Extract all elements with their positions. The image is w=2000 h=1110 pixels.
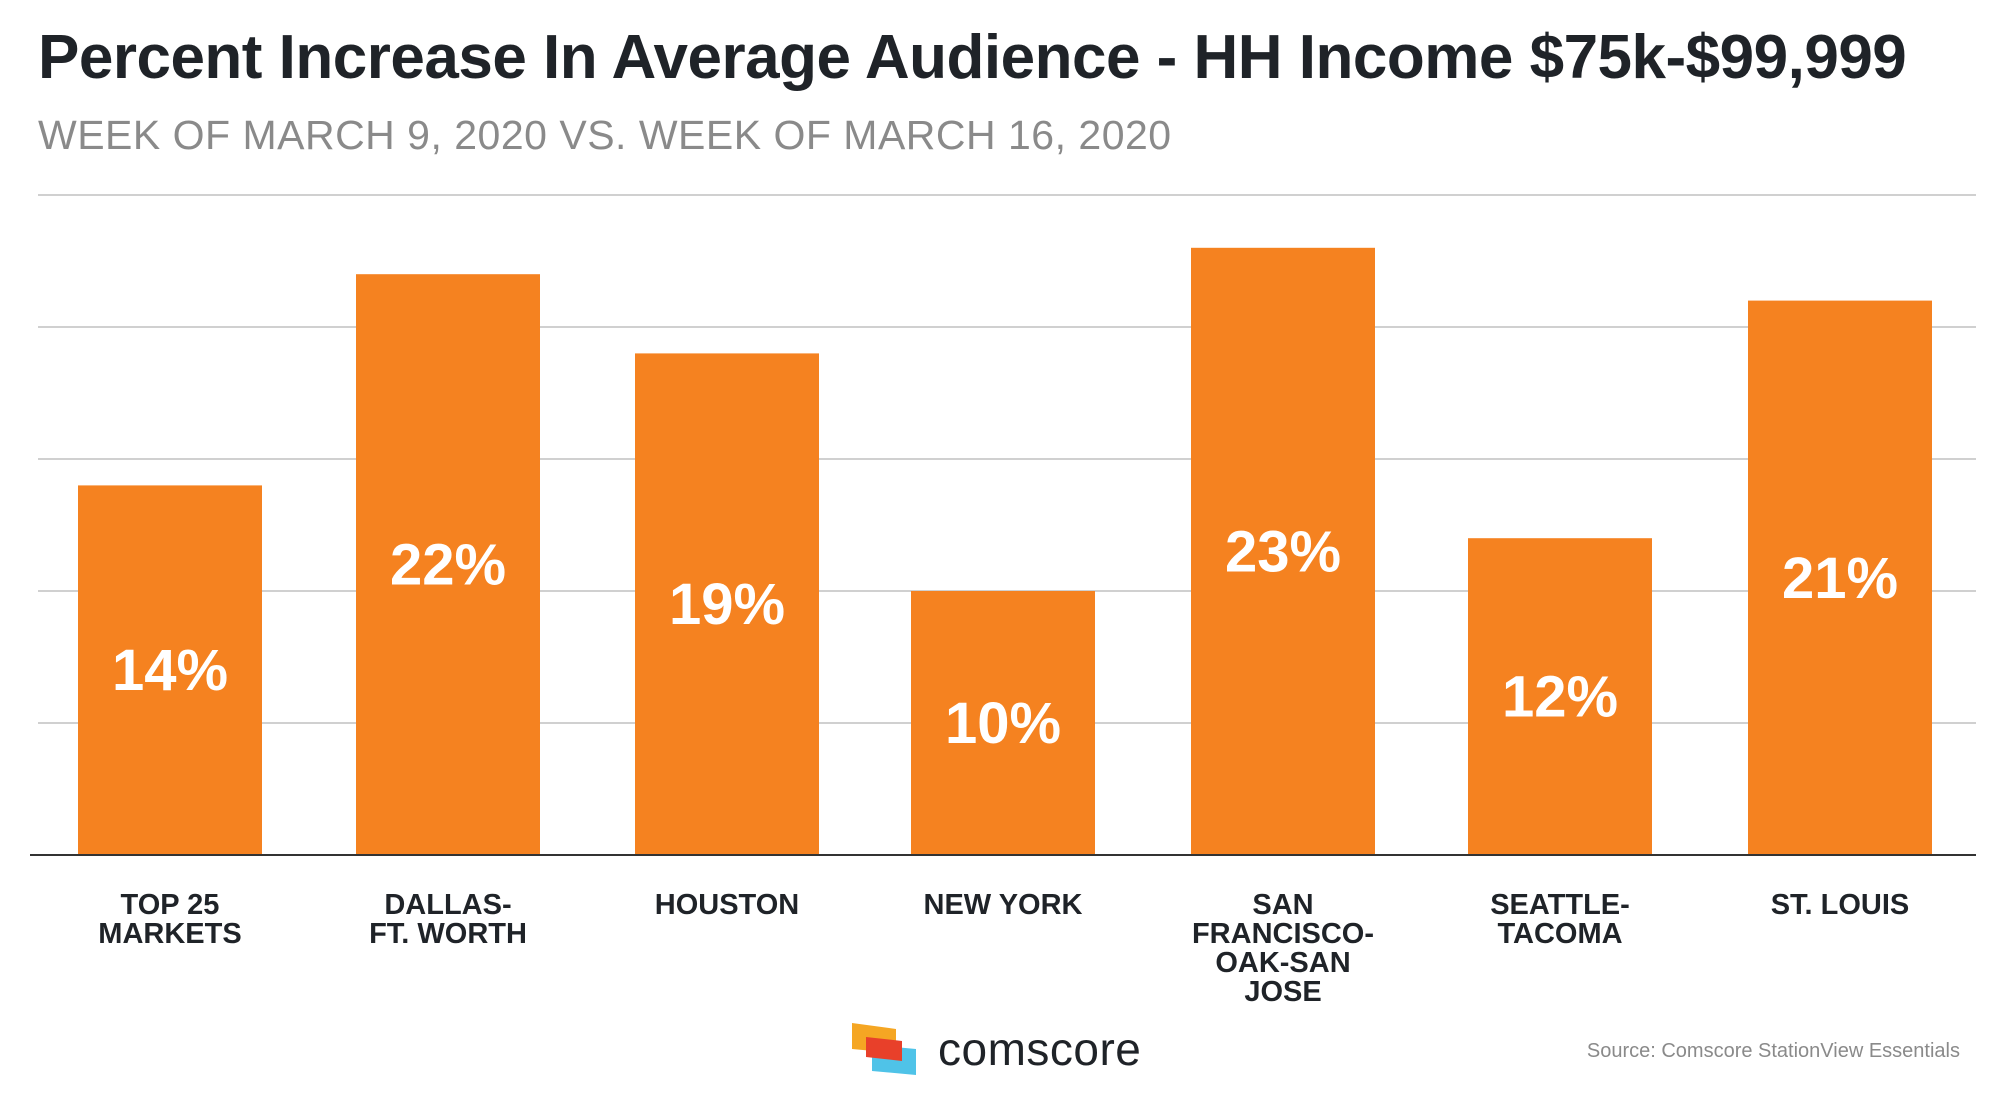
category-label-line: DALLAS- — [384, 889, 511, 921]
chart-subtitle: WEEK OF MARCH 9, 2020 VS. WEEK OF MARCH … — [38, 112, 1172, 158]
bar-6 — [1748, 300, 1932, 856]
comscore-logo: comscore — [852, 1022, 1141, 1076]
bar-1 — [356, 274, 540, 855]
bar-value-label: 14% — [112, 638, 228, 703]
comscore-logo-icon — [852, 1023, 916, 1075]
bar-value-label: 21% — [1782, 546, 1898, 611]
category-label: SEATTLE-TACOMA — [1490, 889, 1630, 950]
bars: 14% 22% 19% 10% 23% 12% 21% — [78, 247, 1932, 856]
category-label-line: ST. LOUIS — [1771, 889, 1910, 921]
category-label-line: JOSE — [1244, 976, 1321, 1008]
bar-3 — [911, 591, 1095, 855]
bar-value-label: 22% — [390, 533, 506, 598]
bar-value-label: 10% — [945, 691, 1061, 756]
category-label-line: OAK-SAN — [1215, 947, 1350, 979]
chart-title: Percent Increase In Average Audience - H… — [38, 23, 1907, 92]
source-note: Source: Comscore StationView Essentials — [1586, 1040, 1960, 1062]
bar-0 — [78, 485, 262, 855]
category-label: DALLAS-FT. WORTH — [369, 889, 527, 950]
bar-value-label: 12% — [1502, 665, 1618, 730]
category-label: NEW YORK — [924, 889, 1083, 921]
category-label: TOP 25 MARKETS — [98, 889, 241, 950]
category-label-line: FT. WORTH — [369, 918, 527, 950]
bar-chart: 14% 22% 19% 10% 23% 12% 21% TOP 25 MARKETS DALLA… — [30, 194, 1976, 1008]
category-label-line: SAN — [1252, 889, 1313, 921]
category-label-line: SEATTLE- — [1490, 889, 1630, 921]
bar-value-label: 19% — [669, 572, 785, 637]
bar-5 — [1468, 538, 1652, 855]
bar-4 — [1191, 247, 1375, 856]
category-label: SAN FRANCISCO-OAK-SAN JOSE — [1192, 889, 1374, 1008]
bar-2 — [635, 353, 819, 855]
category-label-line: MARKETS — [98, 918, 241, 950]
category-labels: TOP 25 MARKETS DALLAS-FT. WORTH HOUSTON NEW … — [98, 889, 1909, 1008]
category-label-line: TOP 25 — [121, 889, 220, 921]
logo-wordmark: comscore — [938, 1023, 1142, 1075]
bar-value-label: 23% — [1225, 519, 1341, 584]
category-label-line: FRANCISCO- — [1192, 918, 1374, 950]
category-label-line: NEW YORK — [924, 889, 1083, 921]
category-label-line: TACOMA — [1497, 918, 1622, 950]
category-label: ST. LOUIS — [1771, 889, 1910, 921]
category-label-line: HOUSTON — [655, 889, 799, 921]
category-label: HOUSTON — [655, 889, 799, 921]
